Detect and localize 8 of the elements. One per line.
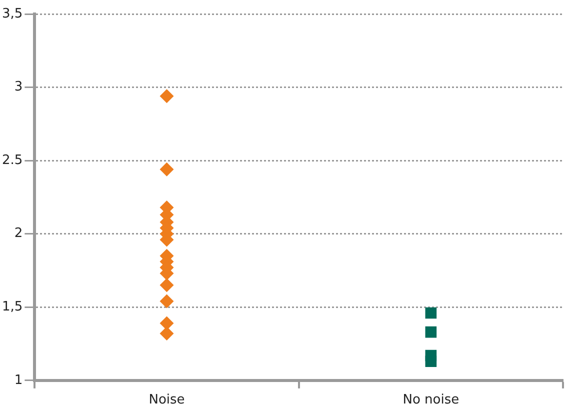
y-tick-label: 3 — [14, 80, 23, 95]
y-tick-label: 3,5 — [2, 6, 23, 22]
y-tick-label: 2 — [14, 226, 23, 242]
y-tick-label: 1,5 — [2, 299, 23, 314]
x-tick-label: Noise — [148, 392, 185, 408]
y-tick-label: 2.5 — [2, 152, 23, 168]
x-tick-label: No noise — [402, 392, 460, 408]
y-tick-label: 1 — [14, 372, 23, 388]
